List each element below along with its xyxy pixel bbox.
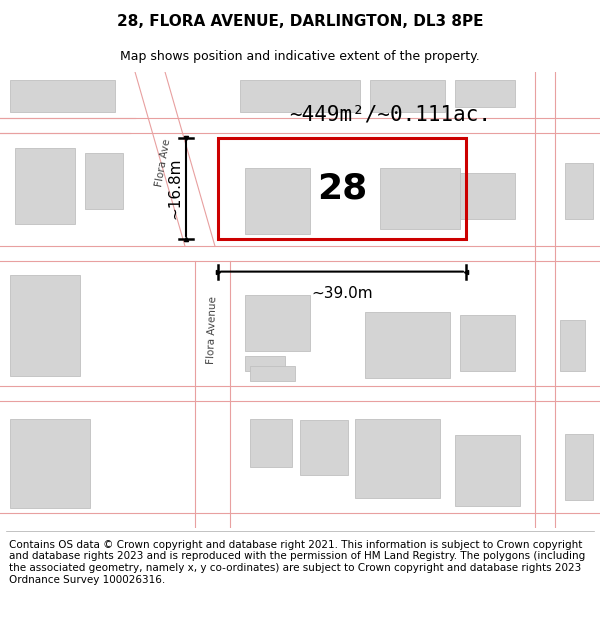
Bar: [560, 320, 585, 371]
Bar: [245, 295, 310, 351]
Bar: [355, 419, 440, 498]
Bar: [365, 312, 450, 378]
Text: Flora Ave: Flora Ave: [154, 139, 172, 188]
Bar: [240, 80, 360, 112]
Bar: [85, 153, 123, 209]
Bar: [218, 138, 466, 239]
Text: ~16.8m: ~16.8m: [167, 158, 182, 219]
Text: Map shows position and indicative extent of the property.: Map shows position and indicative extent…: [120, 49, 480, 62]
Bar: [565, 434, 593, 500]
Text: Flora Avenue: Flora Avenue: [206, 296, 218, 364]
Text: Contains OS data © Crown copyright and database right 2021. This information is : Contains OS data © Crown copyright and d…: [9, 540, 585, 584]
Text: 28, FLORA AVENUE, DARLINGTON, DL3 8PE: 28, FLORA AVENUE, DARLINGTON, DL3 8PE: [117, 14, 483, 29]
Bar: [10, 274, 80, 376]
Bar: [300, 419, 348, 476]
Bar: [10, 80, 115, 112]
Bar: [250, 419, 292, 468]
Bar: [455, 80, 515, 107]
Bar: [10, 419, 90, 508]
Bar: [460, 315, 515, 371]
Text: 28: 28: [317, 171, 367, 206]
Bar: [460, 173, 515, 219]
Bar: [370, 80, 445, 112]
Text: ~39.0m: ~39.0m: [311, 286, 373, 301]
Bar: [250, 366, 295, 381]
Bar: [380, 168, 460, 229]
Bar: [245, 168, 310, 234]
Bar: [15, 148, 75, 224]
Bar: [565, 163, 593, 219]
Text: ~449m²/~0.111ac.: ~449m²/~0.111ac.: [289, 104, 491, 124]
Bar: [455, 435, 520, 506]
Bar: [245, 356, 285, 371]
